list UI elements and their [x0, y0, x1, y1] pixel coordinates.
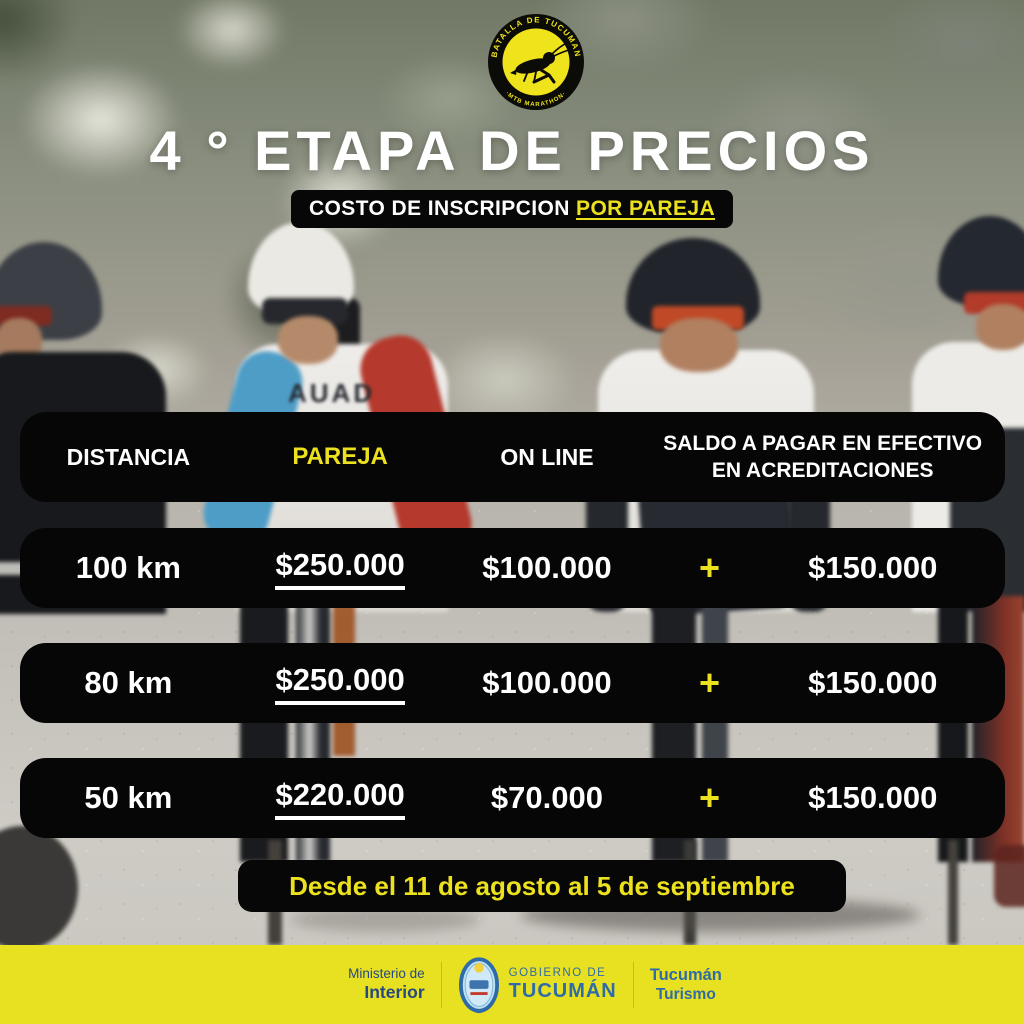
ministry-line2: Interior [364, 982, 425, 1003]
row-pareja-price: $250.000 [237, 547, 444, 590]
header-distance: DISTANCIA [66, 443, 191, 470]
rider-right-face [976, 304, 1024, 350]
table-row: 100 km $250.000 $100.000 + $150.000 [20, 528, 1005, 608]
row-online-price: $100.000 [482, 550, 612, 585]
bike-fork [948, 840, 958, 945]
row-online-price: $100.000 [482, 665, 612, 700]
footer-divider [632, 961, 634, 1008]
row-pareja-price: $220.000 [237, 777, 444, 820]
government-text: GOBIERNO DE TUCUMÁN [509, 967, 617, 1002]
header-online: ON LINE [500, 443, 594, 470]
government-line2: TUCUMÁN [508, 979, 617, 1002]
header-balance: SALDO A PAGAR EN EFECTIVO EN ACREDITACIO… [650, 430, 1005, 485]
tucuman-shield-icon [458, 956, 499, 1013]
row-distance: 100 km [75, 550, 181, 585]
rider-three-face [660, 318, 738, 372]
ministry-line1: Ministerio de [348, 965, 425, 981]
row-balance-price: $150.000 [808, 780, 938, 815]
government-line1: GOBIERNO DE [508, 967, 607, 980]
ministry-logo: Ministerio de Interior [348, 966, 425, 1003]
government-logo: GOBIERNO DE TUCUMÁN [458, 955, 617, 1015]
tourism-logo: Tucumán Turismo [650, 965, 722, 1005]
subtitle-banner: COSTO DE INSCRIPCION POR PAREJA [290, 190, 734, 228]
footer-bar: Ministerio de Interior GOBIERNO DE TUCUM… [0, 945, 1024, 1024]
row-pareja-price: $250.000 [237, 662, 444, 705]
event-logo: BATALLA DE TUCUMAN ·MTB MARATHON· [486, 12, 586, 112]
header-balance-line1: SALDO A PAGAR EN EFECTIVO [663, 431, 983, 455]
rider-shoe [994, 845, 1024, 907]
date-banner: Desde el 11 de agosto al 5 de septiembre [238, 860, 846, 912]
row-online-price: $70.000 [490, 780, 603, 815]
plus-sign: + [698, 547, 720, 588]
subtitle-highlight: POR PAREJA [576, 197, 716, 220]
header-balance-line2: EN ACREDITACIONES [711, 459, 934, 482]
subtitle-text: COSTO DE INSCRIPCION [308, 197, 570, 220]
table-header-row: DISTANCIA PAREJA ON LINE SALDO A PAGAR E… [20, 412, 1005, 502]
tourism-line1: Tucumán [649, 965, 722, 984]
row-balance-price: $150.000 [808, 550, 938, 585]
row-distance: 50 km [84, 780, 173, 815]
plus-sign: + [698, 777, 720, 818]
rider-two-jersey-text: AUAD [288, 378, 376, 408]
footer-divider [440, 961, 442, 1008]
row-distance: 80 km [84, 665, 173, 700]
page-title: 4 ° ETAPA DE PRECIOS [149, 119, 875, 182]
row-balance-price: $150.000 [808, 665, 938, 700]
header-pareja: PAREJA [292, 443, 388, 470]
grasshopper-icon [510, 42, 570, 84]
tourism-line2: Turismo [655, 986, 716, 1004]
rider-two-face [278, 316, 338, 364]
event-logo-badge: BATALLA DE TUCUMAN ·MTB MARATHON· [488, 14, 584, 110]
plus-sign: + [698, 662, 720, 703]
table-row: 50 km $220.000 $70.000 + $150.000 [20, 758, 1005, 838]
table-row: 80 km $250.000 $100.000 + $150.000 [20, 643, 1005, 723]
